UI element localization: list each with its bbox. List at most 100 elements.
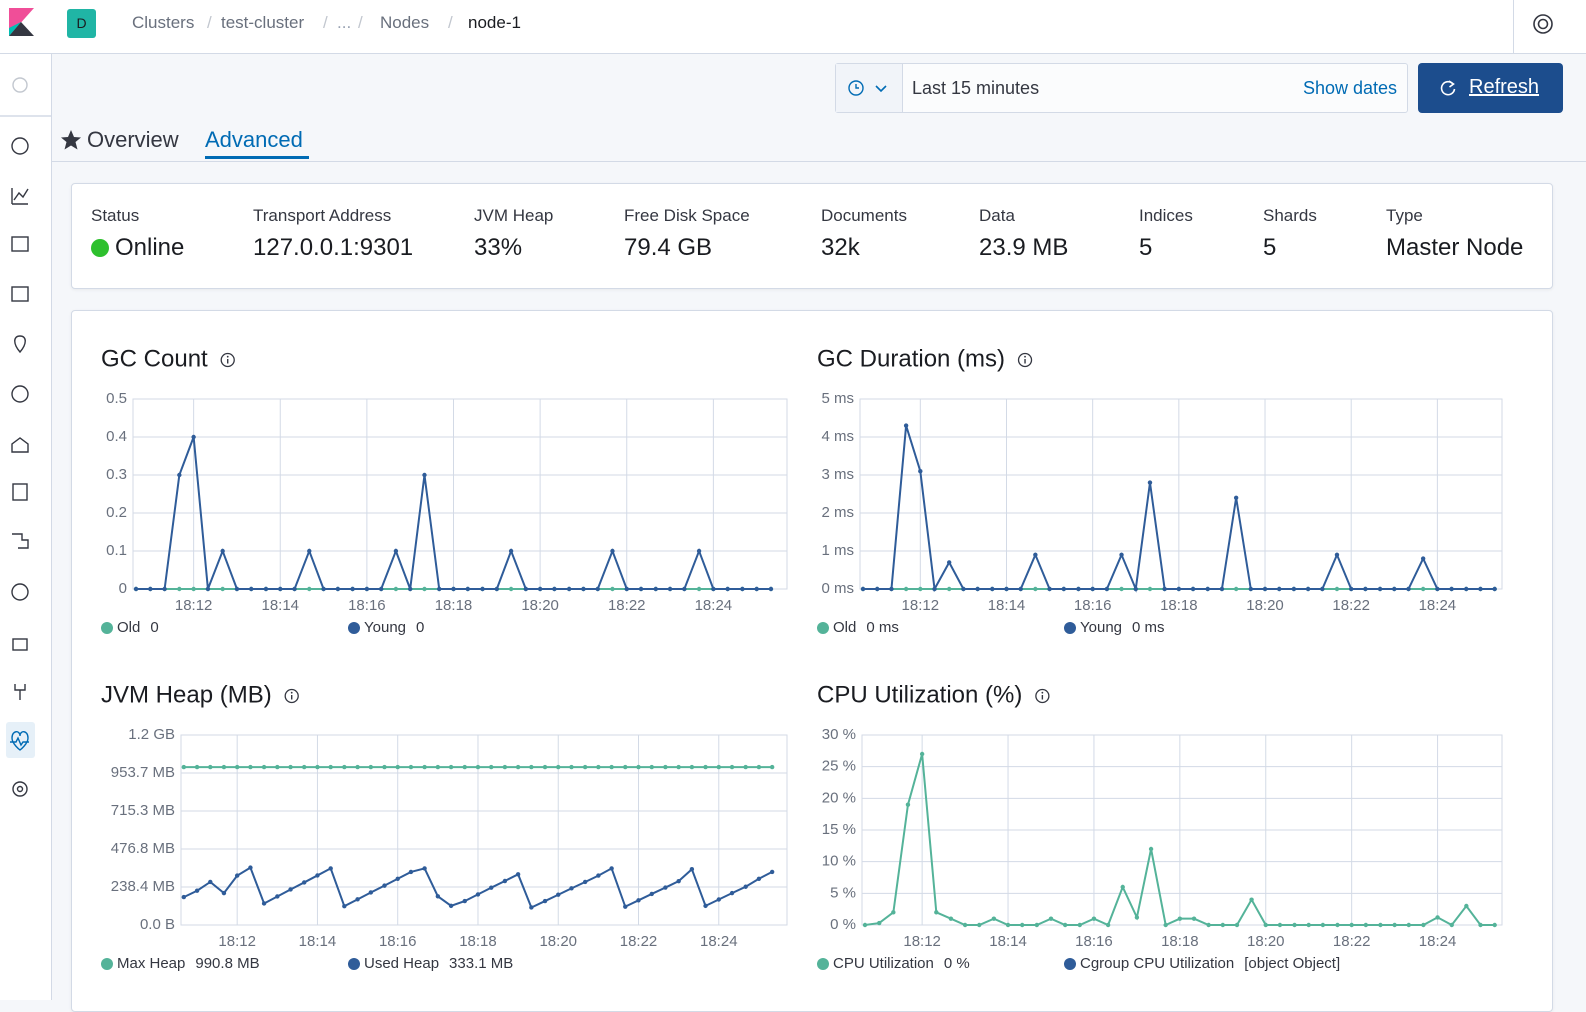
uptime-icon[interactable] bbox=[11, 583, 29, 601]
status-dot bbox=[91, 239, 109, 257]
x-tick-label: 18:22 bbox=[1333, 933, 1371, 950]
data-point bbox=[667, 586, 673, 592]
data-point bbox=[248, 764, 253, 770]
legend-item[interactable]: Old 0 bbox=[101, 619, 159, 636]
data-point bbox=[1464, 903, 1469, 909]
maps-icon[interactable] bbox=[14, 335, 26, 354]
data-point bbox=[177, 586, 182, 592]
data-point bbox=[489, 764, 494, 770]
management-icon[interactable] bbox=[12, 781, 28, 797]
legend-value: 0 ms bbox=[866, 619, 899, 636]
apm-icon[interactable] bbox=[12, 533, 29, 549]
legend-item[interactable]: Young 0 ms bbox=[1064, 619, 1165, 636]
info-icon-ring bbox=[220, 352, 235, 368]
data-point bbox=[1233, 495, 1239, 500]
data-point bbox=[1478, 922, 1483, 928]
legend-label: Cgroup CPU Utilization bbox=[1080, 955, 1234, 972]
data-point bbox=[177, 472, 182, 478]
data-point bbox=[1104, 586, 1110, 592]
devtools-icon[interactable] bbox=[14, 684, 26, 700]
legend-item[interactable]: Max Heap 990.8 MB bbox=[101, 955, 260, 972]
space-avatar[interactable]: D bbox=[67, 9, 96, 38]
tab-selected[interactable]: Advanced bbox=[205, 127, 303, 152]
info-icon[interactable] bbox=[1017, 352, 1033, 368]
date-picker[interactable]: Last 15 minutes Show dates bbox=[835, 63, 1408, 113]
x-tick-label: 18:22 bbox=[608, 597, 646, 614]
visualize-icon[interactable] bbox=[11, 188, 29, 205]
monitoring-icon[interactable] bbox=[10, 731, 29, 751]
data-point bbox=[769, 764, 775, 770]
data-point bbox=[703, 903, 708, 909]
logo[interactable] bbox=[8, 8, 36, 38]
data-point bbox=[649, 764, 654, 770]
data-point bbox=[663, 885, 668, 890]
siem-icon[interactable] bbox=[12, 638, 28, 651]
data-point bbox=[768, 586, 774, 592]
y-tick-label: 15 % bbox=[822, 821, 856, 838]
data-point bbox=[529, 905, 534, 910]
breadcrumb[interactable]: Nodes bbox=[380, 13, 430, 32]
star-icon bbox=[61, 130, 81, 150]
breadcrumb[interactable]: Clusters bbox=[132, 13, 195, 32]
data-point bbox=[220, 586, 225, 592]
ml-icon[interactable] bbox=[11, 385, 29, 403]
info-icon[interactable] bbox=[220, 352, 235, 368]
show-dates[interactable]: Show dates bbox=[1302, 78, 1397, 98]
data-point bbox=[321, 586, 326, 592]
data-point bbox=[716, 897, 721, 902]
data-point bbox=[696, 548, 702, 554]
info-icon-ring bbox=[1035, 688, 1050, 704]
data-point bbox=[508, 548, 514, 554]
legend-item[interactable]: Cgroup CPU Utilization [object Object] bbox=[1064, 955, 1340, 972]
recent-icon[interactable] bbox=[12, 77, 28, 93]
legend-swatch bbox=[348, 958, 360, 970]
quick-menu[interactable] bbox=[836, 64, 903, 112]
legend-item[interactable]: CPU Utilization 0 % bbox=[817, 955, 970, 972]
breadcrumb[interactable]: test-cluster bbox=[221, 13, 305, 32]
data-point bbox=[1348, 586, 1354, 592]
data-point bbox=[1420, 556, 1426, 561]
data-point bbox=[378, 586, 384, 592]
data-point bbox=[529, 764, 534, 770]
legend-label: CPU Utilization bbox=[833, 955, 934, 972]
data-point bbox=[1377, 586, 1383, 592]
data-point bbox=[610, 548, 615, 554]
legend-item[interactable]: Used Heap 333.1 MB bbox=[348, 955, 513, 972]
stat-label: Type bbox=[1386, 206, 1423, 225]
data-point bbox=[1249, 897, 1254, 902]
legend-item[interactable]: Young 0 bbox=[348, 619, 424, 636]
dashboard-icon[interactable] bbox=[11, 236, 29, 252]
data-point bbox=[1334, 586, 1340, 592]
data-point bbox=[1334, 552, 1340, 557]
data-point bbox=[133, 586, 139, 592]
data-point bbox=[292, 586, 297, 592]
logs-icon[interactable] bbox=[12, 483, 28, 501]
data-point bbox=[696, 586, 702, 592]
data-point bbox=[191, 434, 196, 440]
data-point bbox=[653, 586, 658, 592]
tab[interactable]: Overview bbox=[87, 127, 179, 152]
info-icon[interactable] bbox=[1035, 688, 1050, 704]
refresh-button[interactable]: Refresh bbox=[1418, 63, 1563, 113]
data-point bbox=[1291, 586, 1297, 592]
help-icon[interactable] bbox=[1532, 13, 1554, 35]
discover-icon[interactable] bbox=[11, 137, 29, 155]
separator: / bbox=[207, 13, 212, 32]
data-point bbox=[581, 586, 586, 592]
stat-value: 32k bbox=[821, 234, 860, 261]
info-icon[interactable] bbox=[284, 688, 299, 704]
canvas-icon[interactable] bbox=[11, 286, 29, 302]
infra-icon[interactable] bbox=[11, 437, 29, 453]
stat-label: Status bbox=[91, 206, 140, 225]
legend-label: Old bbox=[117, 619, 140, 636]
legend-item[interactable]: Old 0 ms bbox=[817, 619, 899, 636]
y-tick-label: 1.2 GB bbox=[128, 726, 175, 743]
data-point bbox=[1277, 586, 1282, 592]
breadcrumb[interactable]: ... bbox=[337, 13, 352, 32]
y-tick-label: 20 % bbox=[822, 789, 856, 806]
data-point bbox=[261, 901, 267, 906]
y-tick-label: 25 % bbox=[822, 758, 856, 775]
data-point bbox=[1105, 922, 1111, 928]
data-point bbox=[1076, 586, 1081, 592]
